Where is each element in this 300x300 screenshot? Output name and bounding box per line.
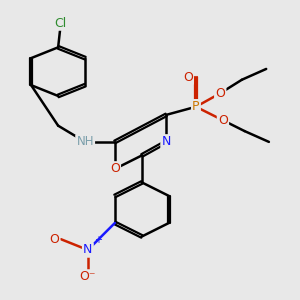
Text: +: + [94,236,102,245]
Text: O: O [218,114,228,127]
Text: N: N [161,135,171,148]
Text: O: O [215,87,225,100]
Text: O⁻: O⁻ [80,271,96,284]
Text: N: N [83,244,92,256]
Text: O: O [50,233,59,246]
Text: O: O [183,70,193,83]
Text: P: P [192,100,200,113]
Text: NH: NH [76,135,94,148]
Text: O: O [110,162,120,176]
Text: Cl: Cl [55,16,67,29]
